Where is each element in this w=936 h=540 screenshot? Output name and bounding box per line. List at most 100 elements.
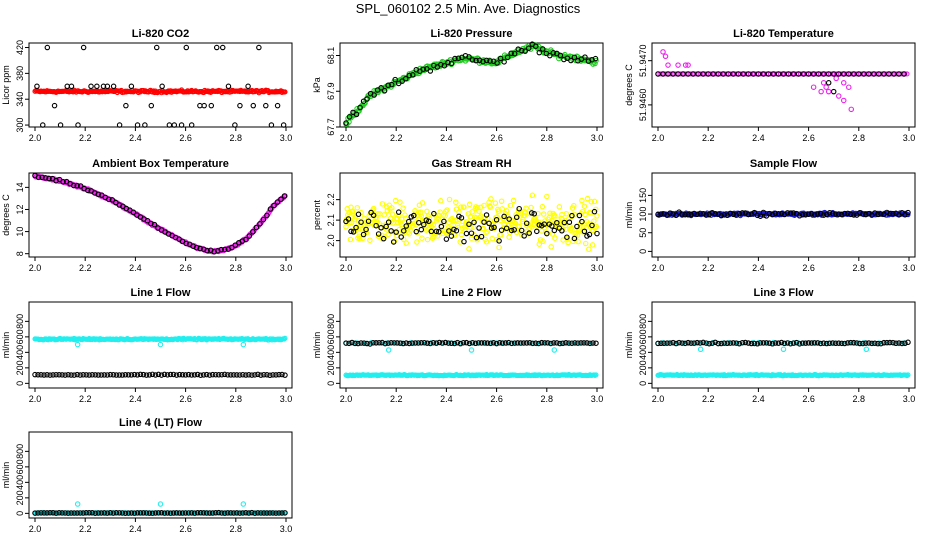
data-point <box>675 71 681 77</box>
data-point <box>550 50 557 56</box>
data-point <box>394 340 400 346</box>
data-point <box>564 234 570 240</box>
y-axis-label: ml/min <box>624 202 634 229</box>
data-point <box>685 339 691 346</box>
data-point <box>695 71 701 77</box>
data-point <box>483 212 490 218</box>
data-point <box>92 372 98 378</box>
data-point <box>358 340 364 346</box>
data-point <box>682 62 689 68</box>
plot-frame <box>339 301 604 389</box>
data-point <box>194 510 201 516</box>
data-point <box>574 223 580 230</box>
y-axis-label: degrees C <box>1 194 11 236</box>
data-point <box>430 339 437 346</box>
data-point <box>276 510 282 516</box>
y-tick-label: 800 <box>326 314 336 329</box>
data-point <box>193 244 200 251</box>
data-point <box>533 43 539 49</box>
data-point <box>547 52 553 59</box>
y-tick-label: 800 <box>15 444 25 459</box>
data-point <box>904 71 910 77</box>
data-point <box>526 340 533 346</box>
x-tick-label: 2.0 <box>29 524 42 534</box>
data-point <box>514 340 521 346</box>
y-tick-label: 400 <box>15 475 25 490</box>
data-point <box>44 372 50 378</box>
data-point <box>62 372 68 378</box>
data-point <box>808 340 815 346</box>
x-tick-label: 2.6 <box>802 394 815 404</box>
data-point <box>581 228 588 235</box>
data-point <box>358 219 364 225</box>
data-point <box>846 71 852 77</box>
data-point <box>157 501 164 507</box>
data-point <box>106 196 112 203</box>
data-point <box>215 372 222 378</box>
data-point <box>569 212 575 219</box>
data-marks <box>343 339 599 379</box>
data-point <box>400 340 406 347</box>
data-point <box>243 372 249 378</box>
data-point <box>745 71 752 77</box>
data-point <box>176 371 183 378</box>
data-point <box>62 510 68 516</box>
x-tick-label: 3.0 <box>903 263 916 273</box>
plot-frame <box>339 172 604 258</box>
y-tick-label: 400 <box>326 345 336 360</box>
data-point <box>528 204 534 211</box>
data-point <box>685 212 691 218</box>
data-point <box>282 89 288 95</box>
data-point <box>675 62 681 68</box>
data-point <box>414 239 420 245</box>
data-point <box>370 212 377 219</box>
data-point <box>65 510 71 516</box>
data-point <box>575 340 581 346</box>
data-point <box>56 371 62 378</box>
data-point <box>385 82 391 89</box>
data-point <box>549 223 555 229</box>
data-point <box>155 371 162 378</box>
data-point <box>418 226 425 233</box>
data-point <box>721 340 728 346</box>
data-point <box>364 96 370 102</box>
data-point <box>757 213 764 219</box>
data-point <box>476 225 482 231</box>
data-point <box>848 339 854 346</box>
y-tick-label: 400 <box>638 345 648 360</box>
data-point <box>281 193 288 199</box>
data-point <box>592 55 599 62</box>
data-point <box>548 340 554 347</box>
data-point <box>902 340 908 347</box>
data-point <box>484 340 491 346</box>
data-point <box>410 72 416 78</box>
plot-frame <box>651 42 916 128</box>
data-point <box>805 340 812 346</box>
data-point <box>505 213 511 220</box>
data-point <box>125 510 132 516</box>
data-point <box>343 120 349 126</box>
data-point <box>536 222 543 228</box>
data-point <box>533 340 539 346</box>
x-tick-label: 2.6 <box>179 524 192 534</box>
data-point <box>354 204 361 211</box>
data-point <box>820 340 827 346</box>
data-point <box>751 209 758 216</box>
data-point <box>209 371 216 378</box>
data-point <box>833 75 839 82</box>
data-point <box>182 372 189 378</box>
data-point <box>267 372 273 379</box>
data-point <box>820 212 827 218</box>
data-point <box>212 371 219 378</box>
data-point <box>211 249 217 255</box>
data-point <box>453 199 459 205</box>
data-point <box>787 340 794 347</box>
data-point <box>436 228 442 235</box>
data-point <box>109 197 116 203</box>
data-point <box>385 347 392 353</box>
data-point <box>458 231 465 238</box>
x-tick-label: 3.0 <box>591 263 604 273</box>
data-point <box>151 221 158 228</box>
data-point <box>691 340 697 346</box>
data-point <box>563 340 569 346</box>
